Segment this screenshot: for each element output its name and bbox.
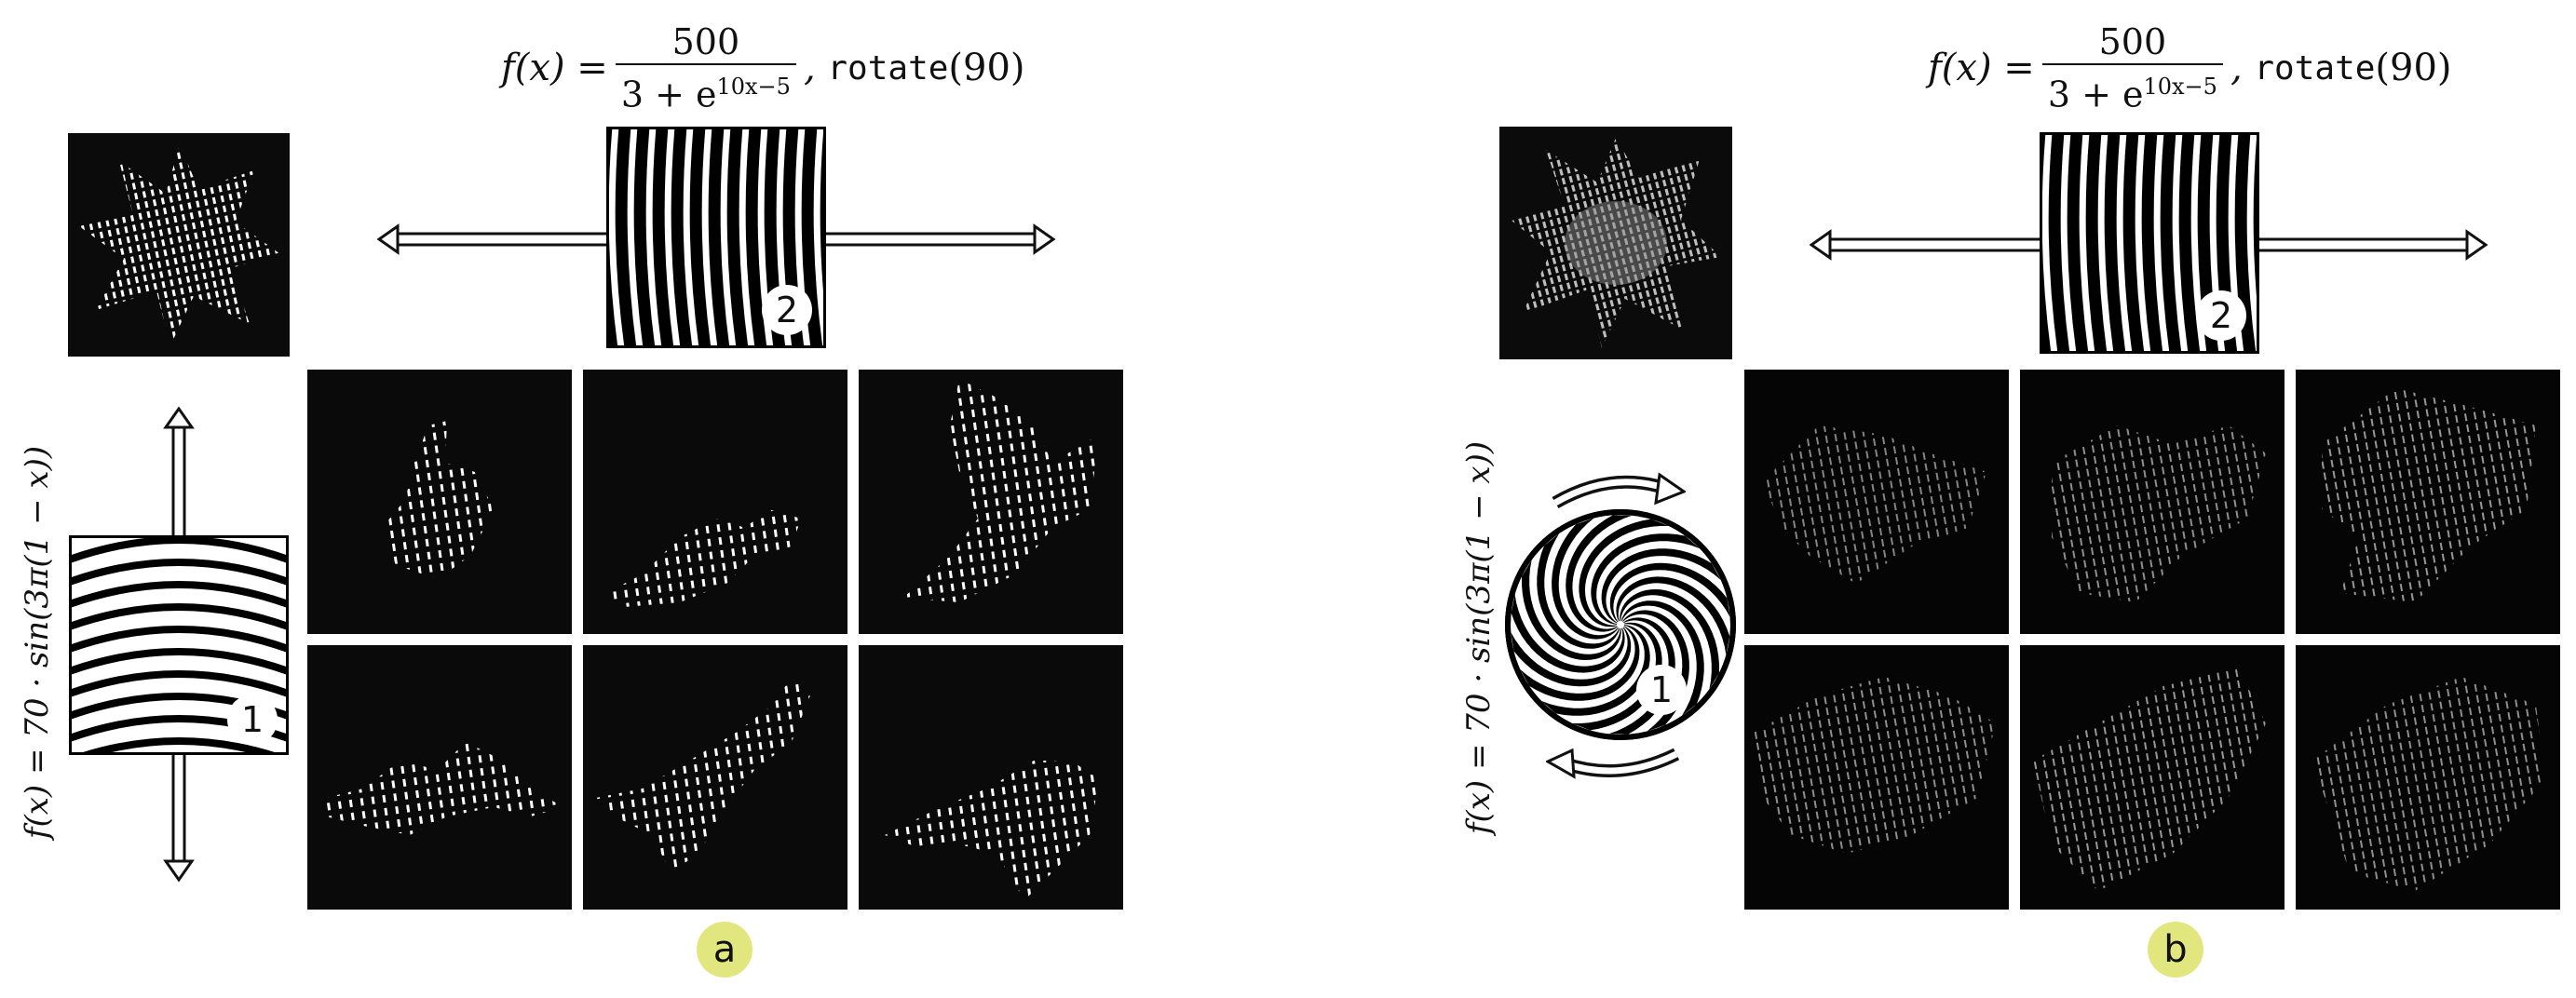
spiral-arm: [1511, 627, 1632, 687]
animal-tile-squirrel: [859, 370, 1123, 634]
spiral-arm: [1522, 560, 1621, 660]
spiral-arm: [1620, 600, 1704, 716]
panel-b-side-formula: f(x) = 70 · sin(3π(1 − x)): [1460, 440, 1498, 835]
animal-tile-bird: [2296, 645, 2560, 910]
spiral-arm: [1511, 594, 1625, 673]
formula-fraction: 500 3 + e10x−5: [2041, 20, 2223, 116]
animal-tile-fox: [1744, 645, 2009, 910]
panel-b-horizontal-arrows: [1810, 229, 2488, 261]
formula-rotate-arg: (90): [948, 47, 1025, 90]
grating-1-number: 1: [227, 695, 278, 745]
panel-b-animal-grid: [1744, 370, 2560, 910]
formula-rotate-arg: (90): [2375, 47, 2452, 90]
formula-rotate: rotate: [827, 48, 949, 88]
formula-numerator: 500: [2098, 21, 2167, 62]
animal-tile-bird: [859, 645, 1123, 910]
spiral-arm: [1579, 519, 1669, 627]
panel-a-side-formula: f(x) = 70 · sin(3π(1 − x)): [19, 445, 56, 840]
panel-b-badge: b: [2148, 922, 2203, 978]
formula-numerator: 500: [671, 21, 740, 62]
formula-den-exp: 10x−5: [2143, 74, 2217, 100]
animal-tile-squirrel: [2296, 370, 2560, 634]
panel-b-rotation-arrows: [1546, 472, 1686, 779]
spiral-arm: [1566, 515, 1633, 632]
formula-den-exp: 10x−5: [716, 74, 791, 100]
grating-2-number: 2: [2196, 290, 2246, 341]
animal-tile-ferret: [583, 370, 847, 634]
spiral-arm: [1616, 576, 1730, 655]
panel-a-top-formula: f(x) = 500 3 + e10x−5 , rotate (90): [501, 20, 1025, 116]
spiral-arm: [1541, 625, 1650, 716]
panel-a-grating-2: [606, 127, 826, 348]
formula-den-base: 3 + e: [620, 74, 717, 115]
animal-tile-cat: [2020, 645, 2285, 910]
formula-fraction: 500 3 + e10x−5: [615, 20, 796, 116]
panel-b-spiral-grating: [1505, 509, 1736, 740]
spiral-arm: [1591, 533, 1700, 625]
panel-a-badge: a: [697, 922, 752, 978]
panel-a-composite-image: [68, 133, 290, 357]
animal-tile-ferret: [2020, 370, 2285, 634]
panel-b-composite-image: [1499, 127, 1732, 359]
formula-lhs: f(x) =: [501, 47, 608, 90]
animal-tile-fox: [307, 645, 572, 910]
formula-den-base: 3 + e: [2047, 74, 2144, 115]
spiral-arm: [1537, 533, 1620, 649]
grating-1-number: 1: [1636, 665, 1687, 715]
animal-tile-rabbit: [307, 370, 572, 634]
formula-rotate: rotate: [2254, 48, 2376, 88]
panel-a-vertical-arrows: [163, 407, 195, 883]
animal-tile-cat: [583, 645, 847, 910]
formula-denominator: 3 + e10x−5: [2041, 63, 2223, 116]
spiral-arm: [1620, 589, 1719, 690]
formula-lhs: f(x) =: [1928, 47, 2035, 90]
panel-b-top-formula: f(x) = 500 3 + e10x−5 , rotate (90): [1928, 20, 2452, 116]
grating-2-number: 2: [762, 285, 812, 335]
spiral-arm: [1609, 562, 1730, 623]
formula-denominator: 3 + e10x−5: [615, 63, 796, 116]
panel-a-animal-grid: [307, 370, 1123, 910]
animal-tile-rabbit: [1744, 370, 2009, 634]
